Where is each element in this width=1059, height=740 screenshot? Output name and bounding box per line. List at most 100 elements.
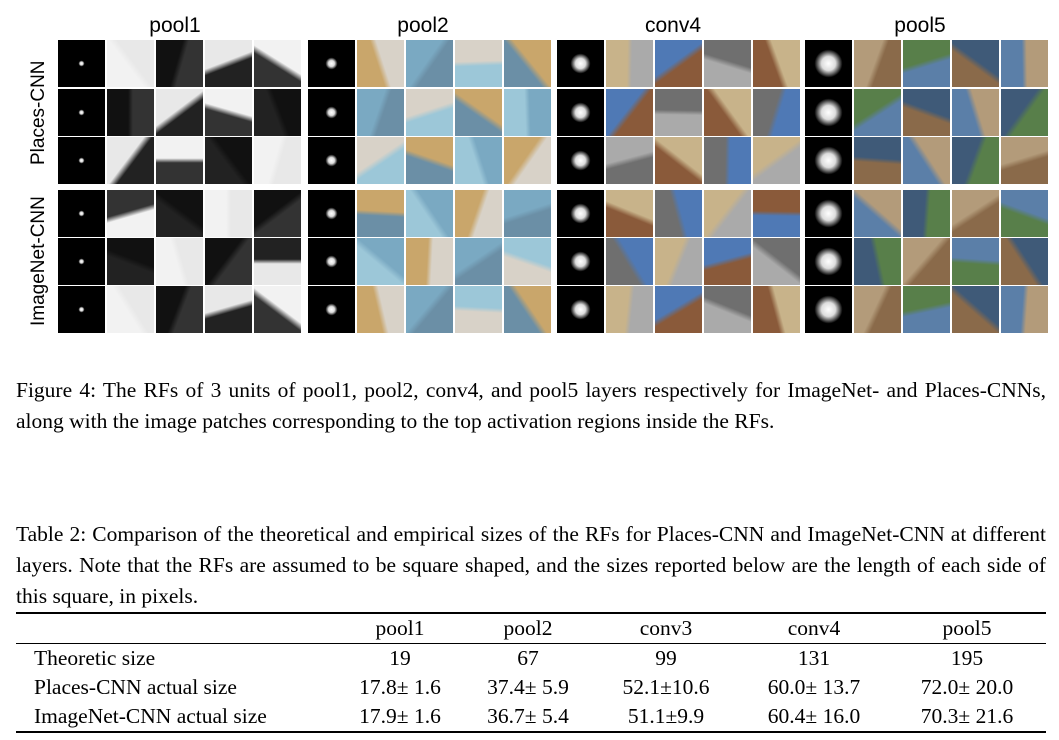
image-patch-tile: [704, 190, 751, 237]
image-patch-tile: [156, 89, 203, 136]
image-patch-tile: [455, 190, 502, 237]
image-patch-tile: [107, 286, 154, 333]
rf-map-tile: [58, 190, 105, 237]
image-patch-tile: [903, 89, 950, 136]
image-patch-tile: [357, 238, 404, 285]
table-cell: 17.8± 1.6: [359, 675, 441, 699]
rf-map-tile: [805, 238, 852, 285]
rf-map-tile: [805, 89, 852, 136]
image-patch-tile: [107, 89, 154, 136]
image-patch-tile: [903, 190, 950, 237]
rf-map-tile: [557, 190, 604, 237]
image-patch-tile: [854, 238, 901, 285]
image-patch-tile: [952, 238, 999, 285]
image-patch-tile: [704, 40, 751, 87]
image-patch-tile: [205, 40, 252, 87]
rf-map-tile: [557, 89, 604, 136]
image-patch-tile: [406, 40, 453, 87]
rf-map-tile: [58, 286, 105, 333]
image-patch-tile: [504, 89, 551, 136]
image-patch-tile: [357, 137, 404, 184]
table-header-cell: pool1: [375, 616, 425, 640]
table-cell: 131: [797, 646, 831, 670]
image-patch-tile: [753, 137, 800, 184]
figure-caption: Figure 4: The RFs of 3 units of pool1, p…: [16, 378, 1046, 433]
rf-map-tile: [58, 40, 105, 87]
table-row: Places-CNN actual size 17.8± 1.6 37.4± 5…: [16, 673, 1046, 702]
image-patch-tile: [504, 238, 551, 285]
image-patch-tile: [655, 137, 702, 184]
image-patch-tile: [903, 137, 950, 184]
table-cell: 52.1±10.6: [622, 675, 710, 699]
table-cell: 70.3± 21.6: [920, 704, 1014, 728]
image-patch-tile: [854, 40, 901, 87]
table-header-row: pool1 pool2 conv3 conv4 pool5: [16, 613, 1046, 644]
image-patch-tile: [704, 137, 751, 184]
image-patch-tile: [704, 89, 751, 136]
image-patch-tile: [1001, 238, 1048, 285]
image-patch-tile: [107, 238, 154, 285]
image-patch-tile: [455, 238, 502, 285]
col-title-pool5: pool5: [894, 14, 946, 37]
table-cell: Places-CNN actual size: [34, 675, 237, 699]
table-cell: 19: [389, 646, 411, 670]
image-patch-tile: [952, 190, 999, 237]
rf-size-table: pool1 pool2 conv3 conv4 pool5 Theoretic …: [16, 612, 1046, 733]
image-patch-tile: [455, 137, 502, 184]
rf-map-tile: [805, 40, 852, 87]
image-patch-tile: [406, 286, 453, 333]
image-patch-tile: [854, 286, 901, 333]
image-patch-tile: [254, 286, 301, 333]
image-patch-tile: [455, 89, 502, 136]
rf-map-tile: [557, 137, 604, 184]
image-patch-tile: [455, 40, 502, 87]
image-patch-tile: [107, 40, 154, 87]
image-patch-tile: [606, 286, 653, 333]
table-header-cell: [16, 613, 336, 644]
image-patch-tile: [655, 190, 702, 237]
rf-map-tile: [557, 286, 604, 333]
image-patch-tile: [606, 40, 653, 87]
image-patch-tile: [406, 238, 453, 285]
image-patch-tile: [854, 190, 901, 237]
image-patch-tile: [753, 190, 800, 237]
table-cell: 195: [950, 646, 984, 670]
image-patch-tile: [952, 137, 999, 184]
image-patch-tile: [1001, 286, 1048, 333]
image-patch-tile: [1001, 89, 1048, 136]
image-patch-tile: [952, 286, 999, 333]
image-patch-tile: [504, 190, 551, 237]
table-cell: 72.0± 20.0: [920, 675, 1014, 699]
rf-map-tile: [308, 190, 355, 237]
image-patch-tile: [156, 190, 203, 237]
rf-map-tile: [805, 286, 852, 333]
image-patch-tile: [854, 89, 901, 136]
image-patch-tile: [753, 89, 800, 136]
image-patch-tile: [107, 190, 154, 237]
table-row: ImageNet-CNN actual size 17.9± 1.6 36.7±…: [16, 702, 1046, 732]
image-patch-tile: [504, 40, 551, 87]
image-patch-tile: [254, 137, 301, 184]
rf-map-tile: [308, 238, 355, 285]
image-patch-tile: [903, 238, 950, 285]
rf-map-tile: [308, 286, 355, 333]
rf-map-tile: [58, 89, 105, 136]
image-patch-tile: [655, 89, 702, 136]
table-header-cell: conv3: [639, 616, 693, 640]
image-patch-tile: [254, 190, 301, 237]
image-patch-tile: [704, 286, 751, 333]
rf-map-tile: [308, 137, 355, 184]
image-patch-tile: [205, 286, 252, 333]
figure-4: pool1 pool2 conv4 pool5 Places-CNN Image…: [0, 0, 1059, 340]
image-patch-tile: [854, 137, 901, 184]
row-label-imagenet: ImageNet-CNN: [28, 196, 49, 326]
table-cell: 17.9± 1.6: [359, 704, 441, 728]
rf-map-tile: [557, 40, 604, 87]
table-cell: 37.4± 5.9: [487, 675, 569, 699]
row-label-places: Places-CNN: [28, 60, 49, 165]
image-patch-tile: [606, 137, 653, 184]
rf-map-tile: [805, 190, 852, 237]
table-cell: 51.1±9.9: [627, 704, 705, 728]
image-patch-tile: [1001, 190, 1048, 237]
image-patch-tile: [753, 238, 800, 285]
